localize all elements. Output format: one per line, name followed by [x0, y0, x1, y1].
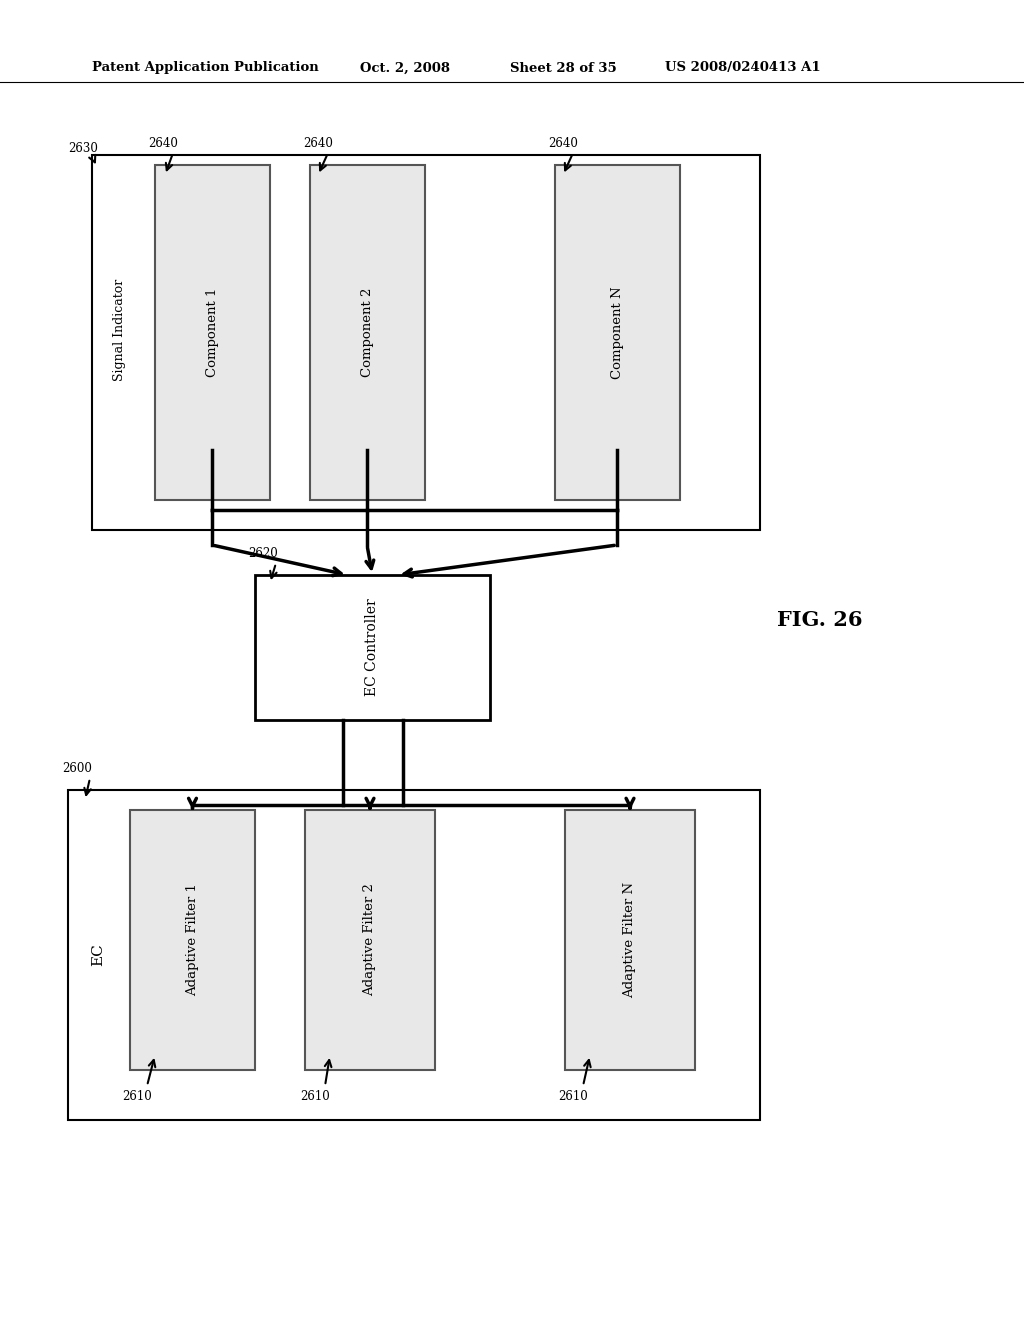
Bar: [305, 810, 435, 1071]
Text: 2610: 2610: [300, 1090, 330, 1104]
Text: US 2008/0240413 A1: US 2008/0240413 A1: [665, 62, 820, 74]
Text: 2610: 2610: [122, 1090, 152, 1104]
Text: 2630: 2630: [68, 143, 98, 154]
Text: Component N: Component N: [611, 286, 624, 379]
Bar: [565, 810, 695, 1071]
Text: EC: EC: [91, 944, 105, 966]
Text: Component 1: Component 1: [206, 288, 219, 378]
Text: Sheet 28 of 35: Sheet 28 of 35: [510, 62, 616, 74]
Text: Component 2: Component 2: [361, 288, 374, 378]
Text: 2600: 2600: [62, 762, 92, 775]
Text: FIG. 26: FIG. 26: [777, 610, 863, 630]
Bar: [310, 165, 425, 500]
Text: Adaptive Filter N: Adaptive Filter N: [624, 882, 637, 998]
Text: 2610: 2610: [558, 1090, 588, 1104]
Text: Oct. 2, 2008: Oct. 2, 2008: [360, 62, 450, 74]
Bar: [92, 154, 760, 531]
Text: 2620: 2620: [248, 546, 278, 560]
Bar: [255, 576, 490, 719]
Text: Patent Application Publication: Patent Application Publication: [92, 62, 318, 74]
Text: EC Controller: EC Controller: [366, 599, 380, 697]
Text: Signal Indicator: Signal Indicator: [114, 279, 127, 381]
Bar: [155, 165, 270, 500]
Bar: [555, 165, 680, 500]
Text: 2640: 2640: [303, 137, 333, 150]
Text: 2640: 2640: [548, 137, 578, 150]
Bar: [68, 789, 760, 1119]
Text: Adaptive Filter 1: Adaptive Filter 1: [186, 883, 199, 997]
Bar: [130, 810, 255, 1071]
Text: 2640: 2640: [148, 137, 178, 150]
Text: Adaptive Filter 2: Adaptive Filter 2: [364, 883, 377, 997]
